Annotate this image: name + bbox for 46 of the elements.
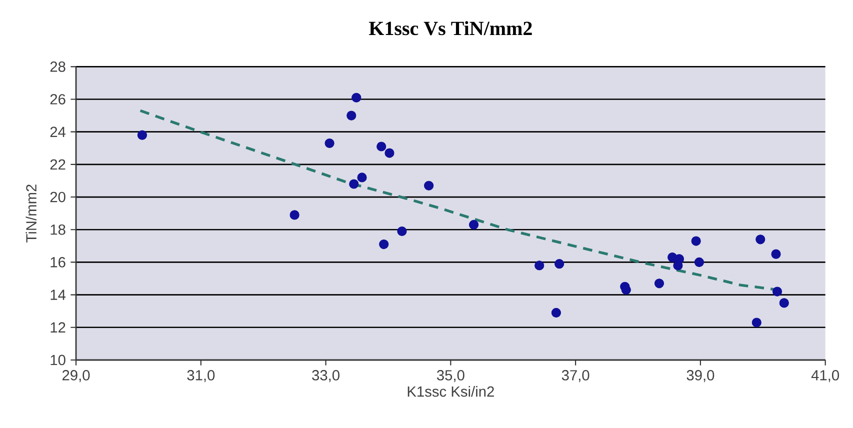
point xyxy=(384,148,394,158)
point xyxy=(397,226,407,236)
y-tick-label: 16 xyxy=(50,257,66,268)
x-tick-label: 31,0 xyxy=(187,370,215,382)
point xyxy=(554,259,564,269)
point xyxy=(349,179,359,189)
x-tick-label: 41,0 xyxy=(811,370,840,382)
y-tick-label: 24 xyxy=(50,126,66,137)
point xyxy=(621,285,631,295)
point xyxy=(694,257,704,268)
point xyxy=(324,138,334,148)
point xyxy=(357,172,367,182)
y-tick-label: 14 xyxy=(50,290,66,300)
x-axis-title: K1ssc Ksi/in2 xyxy=(408,386,494,397)
point xyxy=(752,318,762,328)
chart-title: K1ssc Vs TiN/mm2 xyxy=(368,21,532,36)
point xyxy=(379,239,389,250)
point xyxy=(772,286,782,296)
point xyxy=(534,260,544,270)
y-tick-label: 18 xyxy=(50,224,66,235)
x-tick-label: 37,0 xyxy=(562,370,590,382)
point xyxy=(756,234,766,244)
point xyxy=(290,210,300,220)
y-tick-label: 26 xyxy=(50,94,66,104)
point xyxy=(424,180,434,190)
point xyxy=(137,130,148,140)
point xyxy=(654,278,664,288)
y-tick-label: 20 xyxy=(50,192,66,202)
y-axis-title: TiN/mm2 xyxy=(26,184,37,242)
x-tick-label: 33,0 xyxy=(312,370,340,382)
y-tick-label: 22 xyxy=(50,159,66,170)
point xyxy=(691,236,701,246)
point xyxy=(468,220,479,230)
point xyxy=(352,92,362,102)
point xyxy=(551,308,561,318)
y-tick-label: 12 xyxy=(50,322,66,333)
point xyxy=(771,249,781,259)
point xyxy=(346,110,356,120)
x-tick-label: 35,0 xyxy=(436,370,464,382)
y-tick-label: 10 xyxy=(50,354,66,366)
y-tick-label: 28 xyxy=(50,61,66,72)
x-tick-label: 39,0 xyxy=(686,370,714,382)
point xyxy=(673,260,683,270)
x-tick-label: 29,0 xyxy=(62,370,90,382)
point xyxy=(376,142,386,152)
point xyxy=(779,298,789,308)
